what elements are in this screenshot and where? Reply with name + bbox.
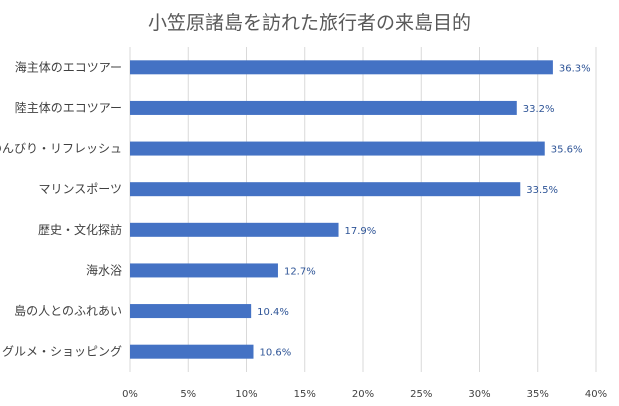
- data-label: 10.6%: [259, 348, 291, 359]
- data-label: 33.2%: [523, 104, 555, 115]
- category-label: マリンスポーツ: [38, 182, 122, 196]
- x-tick-label: 20%: [352, 389, 374, 400]
- x-tick-label: 40%: [585, 389, 607, 400]
- x-tick-label: 15%: [294, 389, 316, 400]
- x-tick-label: 10%: [235, 389, 257, 400]
- category-label: グルメ・ショッピング: [2, 345, 122, 359]
- x-tick-label: 0%: [122, 389, 138, 400]
- category-label: のんびり・リフレッシュ: [0, 142, 122, 156]
- data-label: 33.5%: [526, 185, 558, 196]
- data-label: 35.6%: [551, 145, 583, 156]
- x-tick-label: 35%: [527, 389, 549, 400]
- data-label: 36.3%: [559, 63, 591, 74]
- x-tick-label: 30%: [468, 389, 490, 400]
- bar: [130, 263, 278, 278]
- category-label: 歴史・文化探訪: [38, 222, 122, 237]
- bar: [130, 100, 517, 115]
- bar: [130, 222, 339, 237]
- data-label: 10.4%: [257, 307, 289, 318]
- bar: [130, 60, 553, 75]
- data-labels: 36.3% 33.2% 35.6% 33.5% 17.9% 12.7% 10.4% 10.6%: [257, 63, 591, 358]
- bar: [130, 304, 252, 319]
- bars: [130, 60, 553, 359]
- chart-title: 小笠原諸島を訪れた旅行者の来島目的: [147, 12, 471, 34]
- category-label: 海主体のエコツアー: [15, 59, 122, 74]
- gridlines: [129, 47, 597, 372]
- data-label: 12.7%: [284, 266, 316, 277]
- x-tick-label: 25%: [410, 389, 432, 400]
- category-labels: 海主体のエコツアー陸主体のエコツアーのんびり・リフレッシュマリンスポーツ歴史・文…: [0, 59, 122, 358]
- category-label: 陸主体のエコツアー: [15, 101, 122, 115]
- data-label: 17.9%: [345, 226, 377, 237]
- category-label: 海水浴: [86, 262, 122, 277]
- category-label: 島の人とのふれあい: [14, 303, 122, 318]
- bar: [130, 141, 545, 156]
- x-tick-labels: 0% 5% 10% 15% 20% 25% 30% 35% 40%: [122, 389, 607, 400]
- bar: [130, 182, 521, 197]
- bar: [130, 344, 254, 359]
- x-tick-label: 5%: [180, 389, 196, 400]
